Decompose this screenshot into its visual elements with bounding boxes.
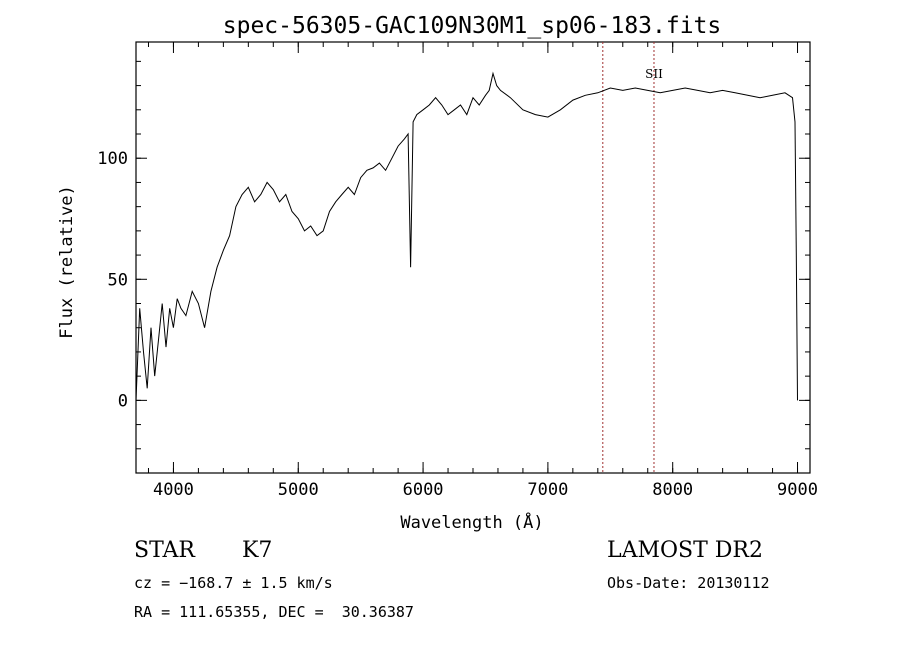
survey-name: LAMOST DR2 [607,538,763,563]
object-class: STAR [134,538,195,563]
reference-lines: SII [602,42,663,473]
x-axis-label: Wavelength (Å) [400,511,543,533]
x-tick-label: 8000 [652,480,693,500]
series-group [136,71,798,401]
plot-frame [135,41,811,474]
y-tick-label: 0 [118,391,128,411]
x-tick-label: 9000 [777,480,818,500]
line-label: SII [645,67,663,81]
spectral-subclass: K7 [242,538,273,563]
x-tick-label: 4000 [153,480,194,500]
x-tick-label: 5000 [278,480,319,500]
x-tick-label: 7000 [527,480,568,500]
y-tick-label: 50 [108,270,128,290]
x-tick-label: 6000 [403,480,444,500]
ra-dec: RA = 111.65355, DEC = 30.36387 [134,603,414,621]
y-tick-label: 100 [97,149,128,169]
chart-title: spec-56305-GAC109N30M1_sp06-183.fits [223,13,722,39]
obs-date: Obs-Date: 20130112 [607,574,770,592]
y-axis-label: Flux (relative) [57,185,77,339]
spectrum-line [136,71,798,401]
axes: 4000 5000 6000 7000 8000 9000 0 50 100 [97,41,818,500]
redshift-text: cz = −168.7 ± 1.5 km/s [134,574,333,592]
